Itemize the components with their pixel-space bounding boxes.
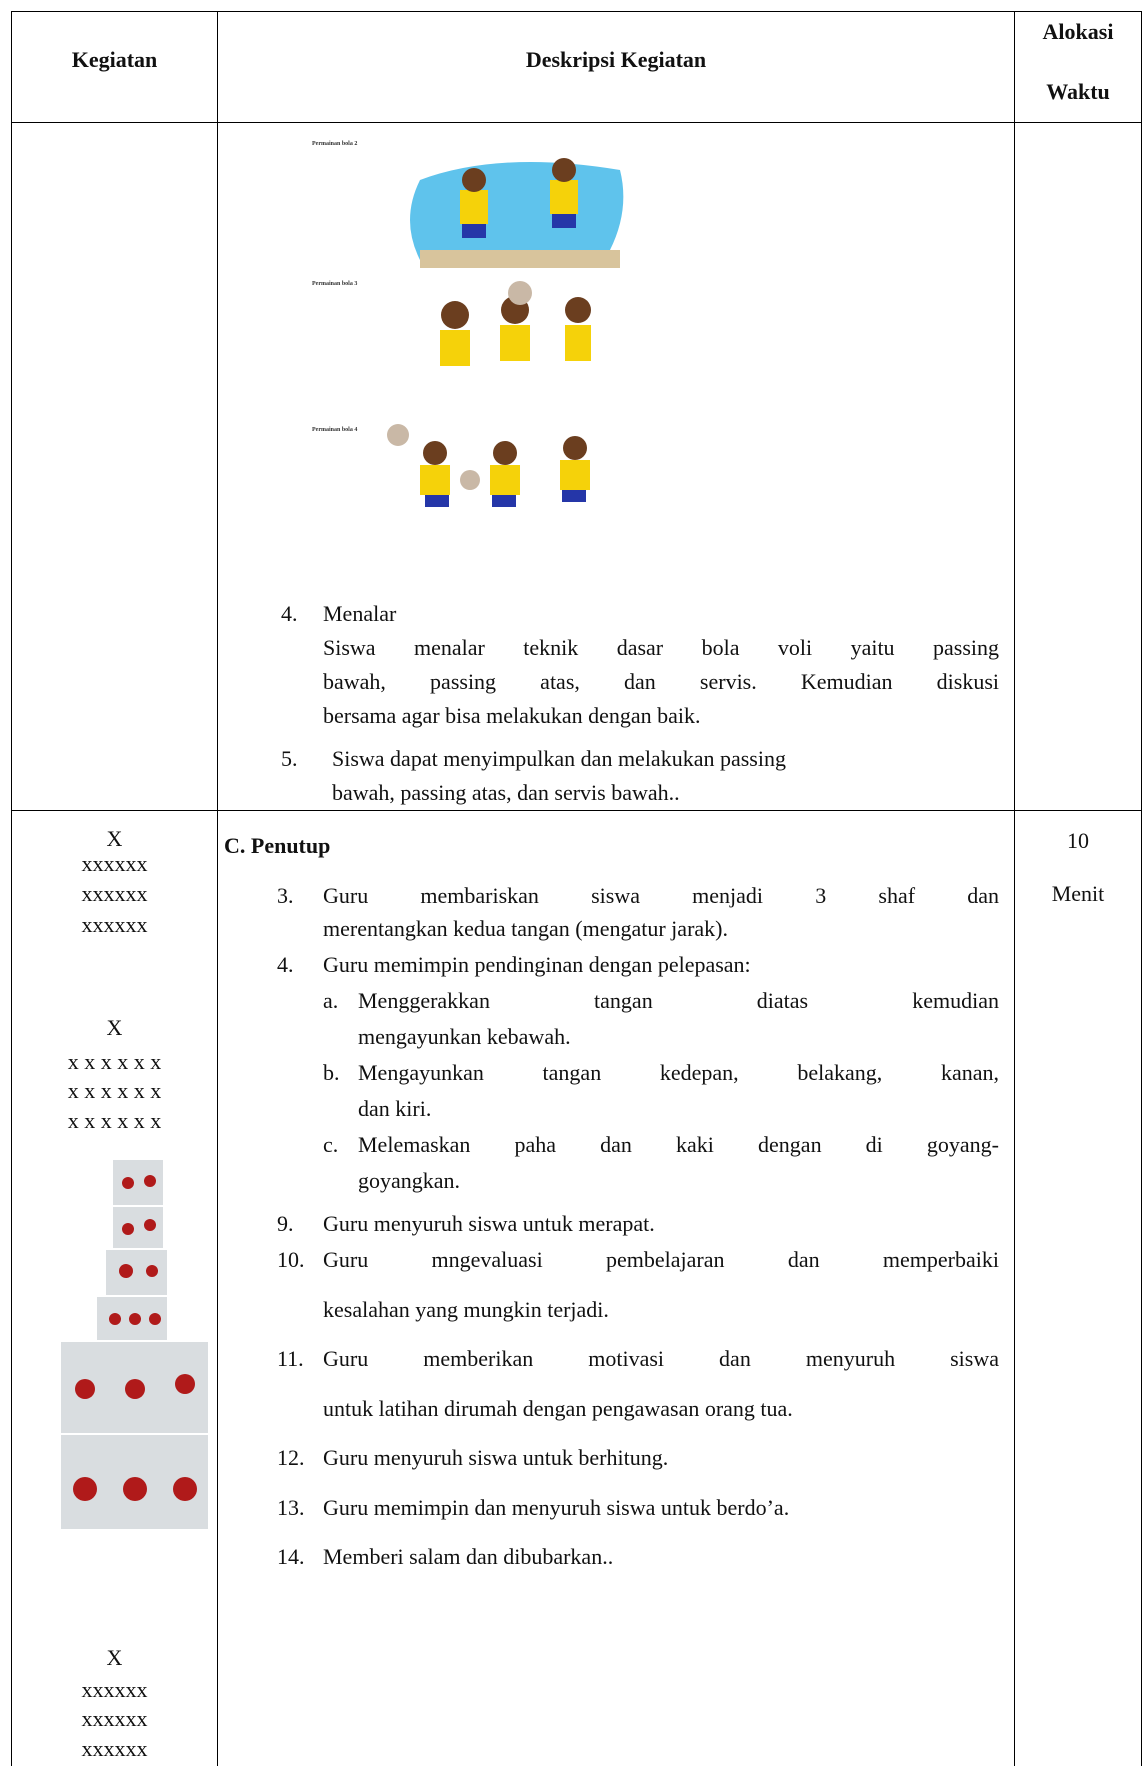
formation: x x x x x x [67,1078,162,1103]
formation: xxxxxx [81,881,148,906]
item-line: Guru menyuruh siswa untuk merapat. [323,1211,655,1236]
item-line: Menggerakkan tangan diatas kemudian [358,988,999,1013]
formation: xxxxxx [81,912,148,937]
item-line: Memberi salam dan dibubarkan.. [323,1544,614,1569]
caption: Permainan bola 4 [312,427,358,433]
item-title: Menalar [323,601,397,626]
formation: xxxxxx [81,1677,148,1702]
sub-letter: a. [323,988,339,1013]
item-line: dan kiri. [358,1096,432,1121]
item-line: Mengayunkan tangan kedepan, belakang, ka… [358,1060,999,1085]
item-line: untuk latihan dirumah dengan pengawasan … [323,1396,793,1421]
illustrations [387,158,624,507]
item-number: 12. [277,1445,305,1470]
border [11,122,1142,123]
item-line: mengayunkan kebawah. [358,1024,571,1049]
item-number: 10. [277,1247,305,1272]
border [11,11,12,1766]
item-line: Guru membariskan siswa menjadi 3 shaf da… [323,883,999,908]
item-line: Guru menyuruh siswa untuk berhitung. [323,1445,669,1470]
header-cell: Alokasi [1042,19,1114,44]
header-cell: Kegiatan [71,47,158,72]
border [217,11,218,1766]
formation: X [106,1015,123,1040]
item-line: goyangkan. [358,1168,461,1193]
item-line: bawah, passing atas, dan servis. Kemudia… [323,669,999,694]
header-cell: Deskripsi Kegiatan [525,47,707,72]
item-number: 5. [281,746,298,771]
item-line: Guru memimpin dan menyuruh siswa untuk b… [323,1495,790,1520]
item-line: bersama agar bisa melakukan dengan baik. [323,703,701,728]
item-line: Guru memberikan motivasi dan menyuruh si… [323,1346,999,1371]
formation: xxxxxx [81,1706,148,1731]
formation: xxxxxx [81,1736,148,1761]
border [1141,11,1142,1766]
item-number: 3. [277,883,294,908]
time: Menit [1051,881,1105,906]
item-line: merentangkan kedua tangan (mengatur jara… [323,916,728,941]
item-line: Guru mngevaluasi pembelajaran dan memper… [323,1247,999,1272]
caption: Permainan bola 3 [312,281,358,287]
photos [60,1159,210,1531]
border [1014,11,1015,1766]
section-title: C. Penutup [224,833,331,858]
item-line: kesalahan yang mungkin terjadi. [323,1297,609,1322]
sub-letter: c. [323,1132,339,1157]
item-line: Siswa dapat menyimpulkan dan melakukan p… [332,746,786,771]
item-number: 4. [277,952,294,977]
item-number: 4. [281,601,298,626]
item-number: 9. [277,1211,294,1236]
caption: Permainan bola 2 [312,141,358,147]
formation: xxxxxx [81,851,148,876]
sub-letter: b. [323,1060,340,1085]
formation: X [106,1645,123,1670]
header-cell: Waktu [1046,79,1110,104]
item-line: Siswa menalar teknik dasar bola voli yai… [323,635,999,660]
item-line: bawah, passing atas, dan servis bawah.. [332,780,680,805]
item-number: 14. [277,1544,305,1569]
formation: x x x x x x [67,1108,162,1133]
border [11,810,1142,811]
item-line: Guru memimpin pendinginan dengan pelepas… [323,952,751,977]
item-number: 11. [277,1346,304,1371]
formation: X [106,826,123,851]
border [11,11,1142,12]
item-line: Melemaskan paha dan kaki dengan di goyan… [358,1132,999,1157]
item-number: 13. [277,1495,305,1520]
time: 10 [1067,828,1089,853]
formation: x x x x x x [67,1049,162,1074]
